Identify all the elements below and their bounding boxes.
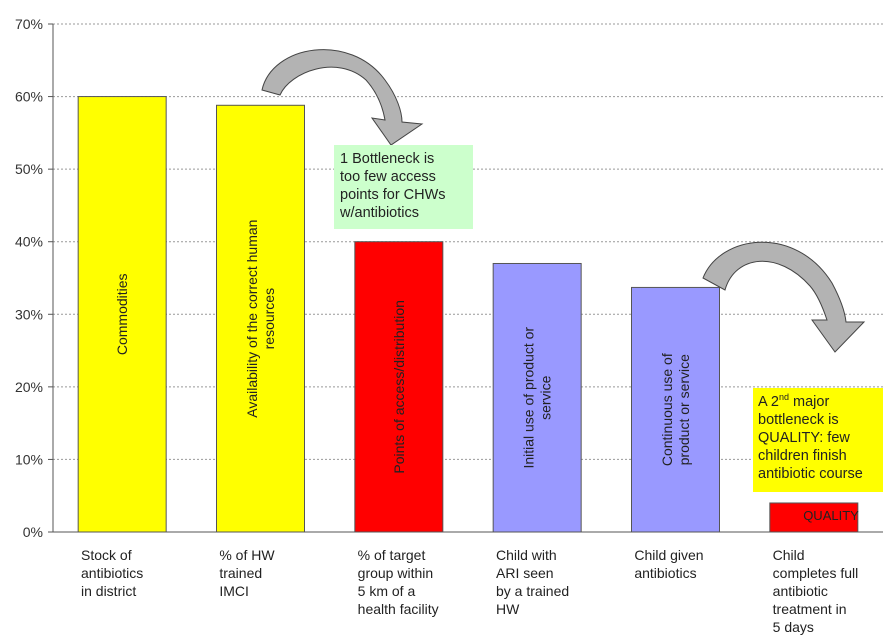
note1-line: points for CHWs	[340, 187, 446, 203]
bar	[216, 104, 305, 533]
curved-arrow-2	[702, 241, 866, 353]
note2-line: QUALITY: few	[758, 430, 850, 446]
bottleneck-note-2: A 2nd major bottleneck is QUALITY: few c…	[753, 388, 883, 492]
category-label: Child given antibiotics	[634, 547, 704, 581]
bar-label: Initial use of product orservice	[521, 327, 554, 469]
note2-text: major	[788, 394, 830, 410]
note2-line: bottleneck is	[758, 412, 839, 428]
bar	[769, 502, 859, 533]
bar	[492, 262, 582, 533]
note2-line: antibiotic course	[758, 466, 863, 482]
bar-label: Availability of the correct humanresourc…	[244, 220, 277, 418]
bars	[77, 96, 859, 533]
bar-label: Commodities	[114, 273, 130, 355]
y-tick-label: 30%	[15, 306, 43, 322]
y-axis-ticks: 0% 10% 20% 30% 40% 50% 60% 70%	[15, 16, 53, 540]
bar-label: Points of access/distribution	[391, 300, 407, 474]
bar-label: Continuous use ofproduct or service	[659, 353, 692, 466]
note2-superscript: nd	[778, 392, 789, 403]
note1-line: w/antibiotics	[340, 205, 419, 221]
y-tick-label: 50%	[15, 161, 43, 177]
y-tick-label: 10%	[15, 451, 43, 467]
category-label: % of target group within 5 km of a health f…	[357, 547, 439, 617]
note1-line: 1 Bottleneck is	[340, 151, 435, 167]
category-label: Stock of antibiotics in district	[81, 547, 144, 599]
bar-labels: Commodities Availability of the correct h…	[114, 220, 692, 474]
note2-text: A 2	[758, 394, 779, 410]
category-label: Child with ARI seen by a trained HW	[496, 547, 570, 617]
y-tick-label: 40%	[15, 234, 43, 250]
bar	[631, 286, 720, 533]
bar	[77, 96, 167, 533]
quality-bar-label: QUALITY	[803, 508, 859, 523]
curved-arrow-1	[261, 49, 424, 146]
bar	[354, 241, 444, 533]
note2-line: children finish	[758, 448, 847, 464]
category-label: % of HW trained IMCI	[219, 547, 275, 599]
bottleneck-note-1: 1 Bottleneck is too few access points fo…	[334, 145, 473, 229]
y-tick-label: 20%	[15, 379, 43, 395]
note2-line: A 2nd major	[758, 393, 881, 411]
y-tick-label: 60%	[15, 89, 43, 105]
y-tick-label: 70%	[15, 16, 43, 32]
category-label: Child completes full antibiotic treatment i…	[772, 547, 859, 635]
y-tick-label: 0%	[23, 524, 43, 540]
note1-line: too few access	[340, 169, 436, 185]
